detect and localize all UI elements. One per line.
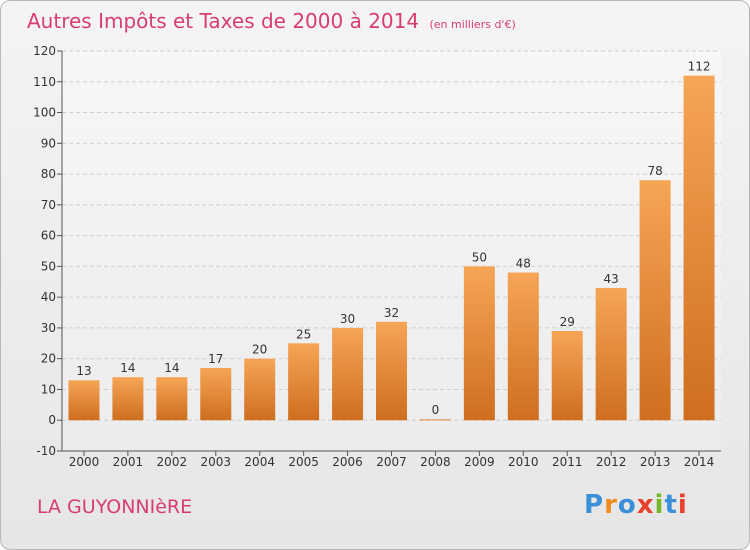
chart-title: Autres Impôts et Taxes de 2000 à 2014 (e… xyxy=(27,9,516,33)
x-tick-label: 2013 xyxy=(640,455,671,469)
bar xyxy=(376,321,407,421)
y-tick-label: 0 xyxy=(48,413,56,427)
data-label: 0 xyxy=(432,403,440,417)
x-tick-label: 2006 xyxy=(332,455,363,469)
bar xyxy=(288,343,320,421)
data-label: 32 xyxy=(384,306,399,320)
data-label: 13 xyxy=(76,364,91,378)
logo-letter: i xyxy=(677,490,688,520)
x-tick-label: 2005 xyxy=(288,455,319,469)
data-label: 43 xyxy=(604,272,619,286)
y-tick-label: 90 xyxy=(41,136,56,150)
data-label: 17 xyxy=(208,352,223,366)
bar xyxy=(112,377,144,421)
bar xyxy=(639,180,671,421)
y-tick-label: 50 xyxy=(41,259,56,273)
data-label: 112 xyxy=(688,60,711,74)
bar xyxy=(244,358,276,421)
bar xyxy=(332,327,364,421)
y-tick-label: 100 xyxy=(33,106,56,120)
x-tick-label: 2002 xyxy=(157,455,188,469)
y-tick-label: 110 xyxy=(33,75,56,89)
y-tick-label: 20 xyxy=(41,352,56,366)
chart-unit: (en milliers d'€) xyxy=(429,18,516,31)
logo-letter: P xyxy=(584,490,605,520)
bar xyxy=(68,380,100,421)
data-label: 14 xyxy=(164,361,179,375)
logo-letter: r xyxy=(604,490,618,520)
x-tick-label: 2008 xyxy=(420,455,451,469)
x-tick-label: 2012 xyxy=(596,455,627,469)
data-label: 14 xyxy=(120,361,135,375)
y-tick-label: -10 xyxy=(36,444,56,458)
chart-title-text: Autres Impôts et Taxes de 2000 à 2014 xyxy=(27,9,420,33)
bar xyxy=(507,272,539,421)
data-label: 30 xyxy=(340,312,355,326)
logo-letter: x xyxy=(636,490,655,520)
y-tick-label: 70 xyxy=(41,198,56,212)
x-tick-label: 2011 xyxy=(552,455,583,469)
y-tick-label: 120 xyxy=(33,44,56,58)
data-label: 20 xyxy=(252,343,267,357)
y-tick-label: 10 xyxy=(41,382,56,396)
x-tick-label: 2001 xyxy=(113,455,144,469)
x-tick-label: 2003 xyxy=(200,455,231,469)
bar xyxy=(200,367,232,421)
x-tick-label: 2009 xyxy=(464,455,495,469)
bar xyxy=(595,287,627,421)
y-tick-label: 40 xyxy=(41,290,56,304)
x-tick-label: 2004 xyxy=(244,455,275,469)
logo-letter: o xyxy=(617,490,637,520)
city-name: LA GUYONNIèRE xyxy=(37,496,193,518)
x-tick-label: 2014 xyxy=(684,455,715,469)
bar xyxy=(156,377,188,421)
data-label: 29 xyxy=(560,315,575,329)
y-tick-label: 60 xyxy=(41,229,56,243)
data-label: 25 xyxy=(296,327,311,341)
data-label: 50 xyxy=(472,250,487,264)
x-tick-label: 2010 xyxy=(508,455,539,469)
y-tick-label: 30 xyxy=(41,321,56,335)
data-label: 48 xyxy=(516,257,531,271)
data-label: 78 xyxy=(647,164,662,178)
x-tick-label: 2007 xyxy=(376,455,407,469)
logo-letter: t xyxy=(664,490,678,520)
bar xyxy=(551,331,583,421)
x-tick-label: 2000 xyxy=(69,455,100,469)
bar xyxy=(463,266,495,421)
logo-letter: i xyxy=(654,490,665,520)
bar xyxy=(419,419,451,421)
y-tick-label: 80 xyxy=(41,167,56,181)
proxiti-logo: Proxiti xyxy=(584,490,688,520)
bar xyxy=(683,75,715,421)
